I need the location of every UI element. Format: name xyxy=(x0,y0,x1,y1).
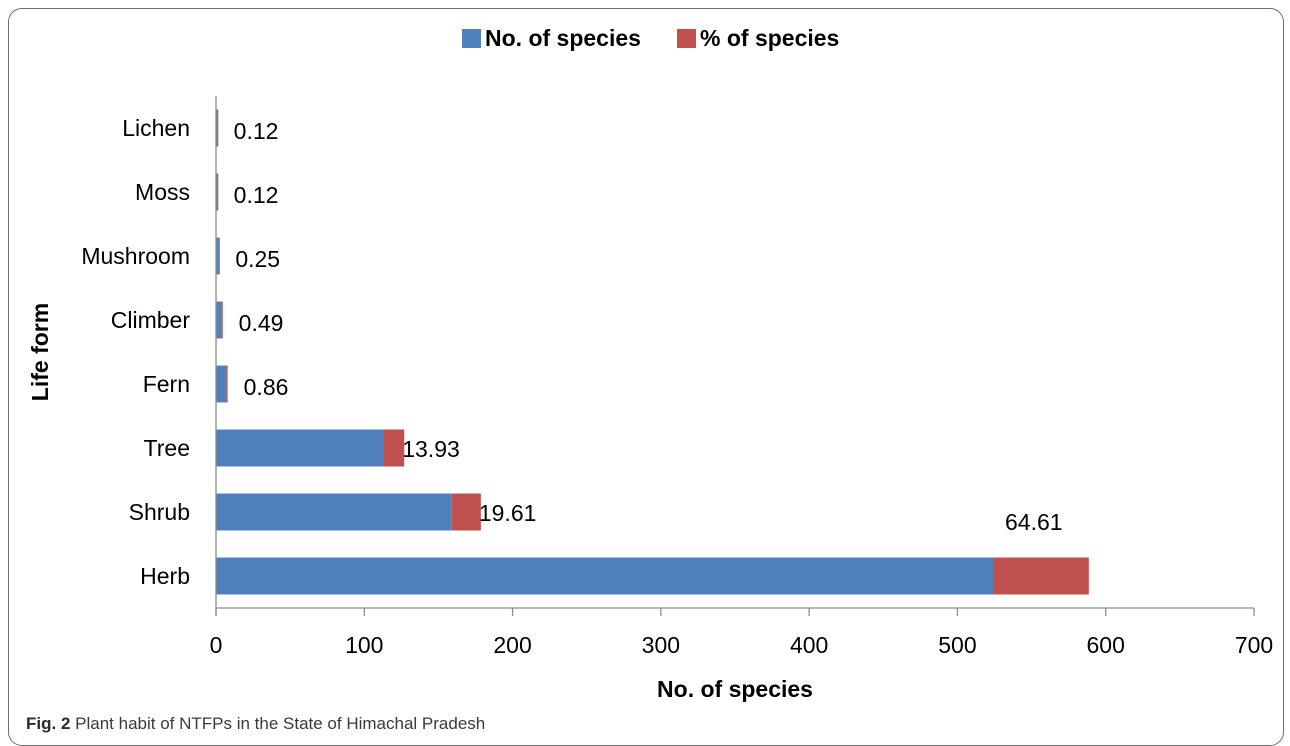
x-axis-title: No. of species xyxy=(657,676,813,702)
x-tick-label-200: 200 xyxy=(493,632,531,658)
legend-label-no-of-species: No. of species xyxy=(485,25,641,51)
caption-label: Fig. 2 xyxy=(26,714,71,733)
category-label-shrub: Shrub xyxy=(129,499,190,525)
x-tick-label-700: 700 xyxy=(1235,632,1273,658)
legend: No. of species % of species xyxy=(462,25,839,51)
category-label-fern: Fern xyxy=(143,371,190,397)
category-label-climber: Climber xyxy=(111,307,191,333)
data-label-moss: 0.12 xyxy=(234,182,279,208)
x-tick-label-0: 0 xyxy=(210,632,223,658)
x-tick-label-500: 500 xyxy=(938,632,976,658)
bar-shrub-percent-of-species xyxy=(451,493,481,531)
data-label-herb: 64.61 xyxy=(1005,509,1063,535)
bar-fern-no-of-species xyxy=(216,365,227,403)
bar-lichen-no-of-species xyxy=(216,109,218,147)
category-label-moss: Moss xyxy=(135,179,190,205)
category-label-lichen: Lichen xyxy=(122,115,190,141)
bar-mushroom-percent-of-species xyxy=(218,237,220,275)
data-label-lichen: 0.12 xyxy=(234,118,279,144)
bar-moss-percent-of-species xyxy=(217,173,219,211)
category-label-tree: Tree xyxy=(144,435,190,461)
category-label-mushroom: Mushroom xyxy=(81,243,190,269)
x-tick-label-600: 600 xyxy=(1087,632,1125,658)
bar-herb-no-of-species xyxy=(216,557,994,595)
x-tick-label-300: 300 xyxy=(642,632,680,658)
x-tick-label-100: 100 xyxy=(345,632,383,658)
x-tick-label-400: 400 xyxy=(790,632,828,658)
bar-lichen-percent-of-species xyxy=(217,109,219,147)
legend-label-percent-of-species: % of species xyxy=(700,25,839,51)
axes: Herb 64.61 Shrub 19.61 Tree 13.93 Fern 0.86 Clim… xyxy=(81,96,1273,658)
bar-tree-no-of-species xyxy=(216,429,384,467)
bar-climber-no-of-species xyxy=(216,301,222,339)
category-label-herb: Herb xyxy=(140,563,190,589)
figure-caption: Fig. 2 Plant habit of NTFPs in the State… xyxy=(26,714,485,734)
data-label-mushroom: 0.25 xyxy=(235,246,280,272)
bar-moss-no-of-species xyxy=(216,173,218,211)
bar-climber-percent-of-species xyxy=(221,301,223,339)
bar-tree-percent-of-species xyxy=(383,429,405,467)
legend-swatch-percent-of-species xyxy=(677,29,696,48)
data-label-climber: 0.49 xyxy=(239,310,284,336)
caption-text: Plant habit of NTFPs in the State of Him… xyxy=(75,714,486,733)
data-label-tree: 13.93 xyxy=(402,436,460,462)
bar-mushroom-no-of-species xyxy=(216,237,219,275)
legend-swatch-no-of-species xyxy=(462,29,481,48)
data-label-fern: 0.86 xyxy=(244,374,289,400)
bar-shrub-no-of-species xyxy=(216,493,452,531)
bar-herb-percent-of-species xyxy=(993,557,1089,595)
bar-fern-percent-of-species xyxy=(226,365,228,403)
data-label-shrub: 19.61 xyxy=(479,500,537,526)
y-axis-title: Life form xyxy=(27,303,53,401)
bars xyxy=(216,109,1089,595)
